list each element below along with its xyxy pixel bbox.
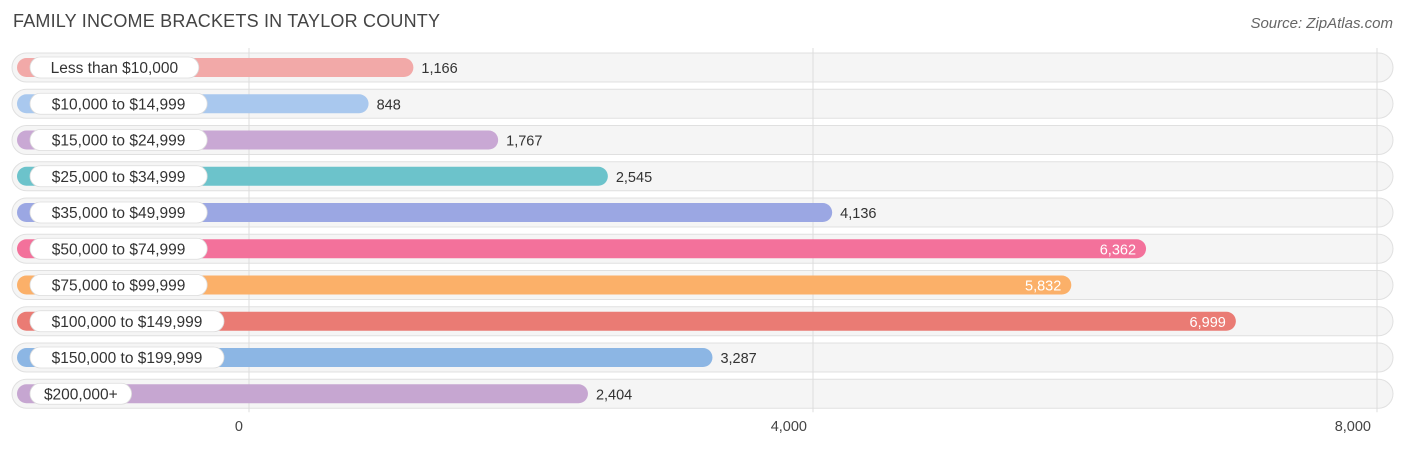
x-tick-label: 4,000 (771, 419, 807, 435)
chart-source: Source: ZipAtlas.com (1250, 15, 1393, 32)
category-label-pill (29, 274, 208, 296)
x-tick-label: 0 (235, 419, 243, 435)
category-label: $50,000 to $74,999 (52, 241, 186, 258)
category-label: $15,000 to $24,999 (52, 133, 186, 150)
x-tick-label: 8,000 (1335, 419, 1371, 435)
category-label: $100,000 to $149,999 (52, 314, 203, 331)
category-label: $35,000 to $49,999 (52, 205, 186, 222)
value-label: 3,287 (720, 351, 756, 367)
category-label: Less than $10,000 (51, 60, 179, 77)
category-label-pill (29, 129, 208, 151)
value-label: 2,545 (616, 170, 652, 186)
value-label: 1,767 (506, 134, 542, 150)
value-label: 5,832 (1025, 279, 1061, 295)
value-label: 2,404 (596, 387, 632, 403)
category-label: $25,000 to $34,999 (52, 169, 186, 186)
bar (17, 311, 1236, 331)
x-axis-ticks: 0 4,000 8,000 (235, 419, 1371, 435)
category-label: $200,000+ (44, 386, 118, 403)
category-label-pill (29, 165, 208, 188)
category-label-pill (29, 382, 132, 405)
category-label-pill (29, 92, 208, 115)
category-label-pill (29, 237, 208, 260)
category-label: $75,000 to $99,999 (52, 278, 186, 295)
category-label: $150,000 to $199,999 (52, 350, 203, 367)
bar (17, 384, 588, 404)
bar (17, 239, 1147, 259)
category-label-pill (29, 201, 208, 224)
bar (17, 203, 833, 222)
value-label: 6,362 (1100, 242, 1136, 258)
category-label-pill (29, 310, 225, 333)
value-label: 848 (377, 97, 401, 113)
value-label: 4,136 (840, 206, 876, 222)
category-label: $10,000 to $14,999 (52, 96, 186, 113)
value-label: 6,999 (1190, 315, 1226, 331)
bar (17, 275, 1072, 295)
chart-title: FAMILY INCOME BRACKETS IN TAYLOR COUNTY (13, 11, 441, 31)
bars: Less than $10,000 1,166 $10,000 to $14,999… (17, 56, 1236, 405)
category-label-pill (29, 346, 225, 369)
category-label-pill (29, 56, 200, 79)
value-label: 1,166 (421, 61, 457, 77)
